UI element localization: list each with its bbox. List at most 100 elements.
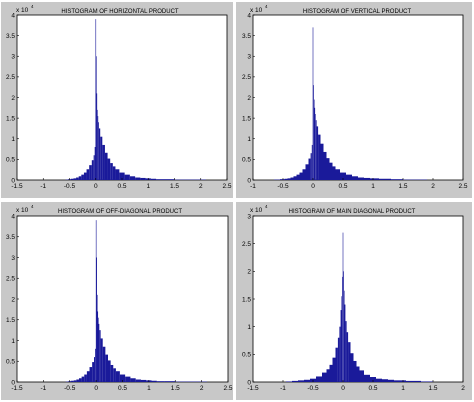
histogram-bar xyxy=(352,176,358,180)
chart-title: HISTOGRAM OF VERTICAL PRODUCT xyxy=(303,9,412,15)
histogram-bar xyxy=(340,310,342,382)
y-tick-label: 3 xyxy=(11,255,15,262)
histogram-bar xyxy=(94,357,96,382)
histogram-bar xyxy=(299,172,303,180)
y-tick-label: 4 xyxy=(247,12,251,19)
y-tick-label: 2 xyxy=(11,296,15,303)
y-axis-ticks: 0 0.5 1 1.5 2 2.5 3 3.5 4 xyxy=(242,12,255,184)
y-tick-label: 1 xyxy=(11,338,15,345)
y-tick-label: 1 xyxy=(247,136,251,143)
x-tick-label: 2 xyxy=(431,183,435,190)
x-tick-label: 1 xyxy=(146,183,150,190)
histogram-bar xyxy=(156,179,165,180)
histogram-bar xyxy=(100,136,103,180)
histogram-bar xyxy=(73,178,77,180)
histogram-bar xyxy=(382,379,388,382)
histogram-bar xyxy=(129,176,136,180)
histogram-bar xyxy=(316,126,319,181)
plot-area xyxy=(16,215,229,383)
y-multiplier-exponent: 4 xyxy=(31,204,34,209)
histogram-bar xyxy=(287,178,291,180)
histogram-bar xyxy=(305,164,309,180)
histogram-bar xyxy=(140,379,147,382)
x-tick-label: 0 xyxy=(311,183,315,190)
y-tick-label: 1.5 xyxy=(242,296,251,303)
histogram-bar xyxy=(286,381,292,382)
x-tick-label: 1 xyxy=(147,385,151,392)
y-multiplier-exponent: 4 xyxy=(265,204,268,209)
y-tick-label: 4 xyxy=(11,213,15,220)
histogram-bar xyxy=(339,326,341,382)
histogram-bar xyxy=(112,166,116,180)
histogram-bar xyxy=(97,317,99,382)
histogram-bar xyxy=(315,114,316,180)
x-tick-label: 1 xyxy=(371,183,375,190)
histogram-bar xyxy=(151,380,157,382)
histogram-bar xyxy=(342,276,343,382)
y-tick-label: 0.5 xyxy=(242,352,251,359)
y-multiplier-exponent: 4 xyxy=(31,4,34,9)
histogram-bar xyxy=(343,271,344,382)
histogram-bar xyxy=(421,381,433,382)
y-tick-label: 2.5 xyxy=(6,276,15,283)
histogram-bar xyxy=(84,374,87,382)
histogram-bar xyxy=(376,378,382,382)
histogram-bar xyxy=(359,370,364,382)
x-tick-label: 0.5 xyxy=(338,183,347,190)
histogram-bar xyxy=(337,337,340,382)
x-tick-label: 0 xyxy=(94,183,98,190)
histogram-bar xyxy=(353,360,357,382)
histogram-bar xyxy=(97,116,99,180)
y-tick-label: 2 xyxy=(247,269,251,276)
histogram-bar xyxy=(98,128,101,180)
histogram-bar xyxy=(313,99,315,180)
histogram-bar xyxy=(343,290,345,382)
x-tick-label: -0.5 xyxy=(64,183,76,190)
x-tick-label: -0.5 xyxy=(307,385,319,392)
histogram-bar xyxy=(140,177,146,180)
histogram-bar xyxy=(344,304,346,382)
histogram-bar xyxy=(290,177,294,180)
y-tick-label: 0.5 xyxy=(242,157,251,164)
x-tick-label: 0.5 xyxy=(118,385,127,392)
histogram-bar xyxy=(102,346,106,382)
x-tick-label: 1.5 xyxy=(398,183,407,190)
y-tick-label: 2.5 xyxy=(242,74,251,81)
histogram-bar xyxy=(356,366,360,382)
horizontal-product-histogram: HISTOGRAM OF HORIZONTAL PRODUCT x 10 4 -… xyxy=(1,2,233,198)
y-tick-label: 3 xyxy=(247,54,251,61)
x-tick-label: 1 xyxy=(401,385,405,392)
y-tick-label: 3.5 xyxy=(242,33,251,40)
x-tick-label: 2 xyxy=(461,385,465,392)
histogram-bar xyxy=(78,378,82,382)
y-tick-label: 0.5 xyxy=(6,359,15,366)
y-tick-label: 3.5 xyxy=(6,234,15,241)
histogram-bar xyxy=(150,178,157,180)
x-axis-ticks: -1.5 -1 -0.5 0 0.5 1 1.5 2 xyxy=(247,380,465,392)
y-tick-label: 1 xyxy=(11,136,15,143)
histogram-bar xyxy=(156,381,165,382)
y-axis-ticks: 0 0.5 1 1.5 2 2.5 3 3.5 4 xyxy=(6,213,19,386)
histogram-bar xyxy=(83,172,87,180)
histogram-bar xyxy=(335,169,340,180)
histogram-bar xyxy=(135,177,141,180)
histogram-bar xyxy=(102,144,105,180)
histogram-bar xyxy=(92,362,95,382)
x-tick-label: 2 xyxy=(199,183,203,190)
histogram-bar xyxy=(348,342,351,382)
histogram-bar xyxy=(81,376,85,382)
x-tick-label: -0.5 xyxy=(64,385,76,392)
histogram-bar xyxy=(296,174,300,180)
histogram-bar xyxy=(125,376,131,382)
plot-area xyxy=(16,14,228,181)
histogram-bar xyxy=(105,354,108,382)
y-tick-label: 2 xyxy=(247,95,251,102)
histogram-bar xyxy=(364,374,370,382)
histogram-bar xyxy=(318,134,321,181)
y-tick-label: 2 xyxy=(11,95,15,102)
histogram-bar xyxy=(110,364,114,382)
x-tick-label: 1.5 xyxy=(171,385,180,392)
y-axis-ticks: 0 0.5 1 1.5 2 2.5 3 3.5 4 xyxy=(6,12,19,184)
histogram-bar xyxy=(119,172,125,180)
histogram-bar xyxy=(358,177,364,180)
